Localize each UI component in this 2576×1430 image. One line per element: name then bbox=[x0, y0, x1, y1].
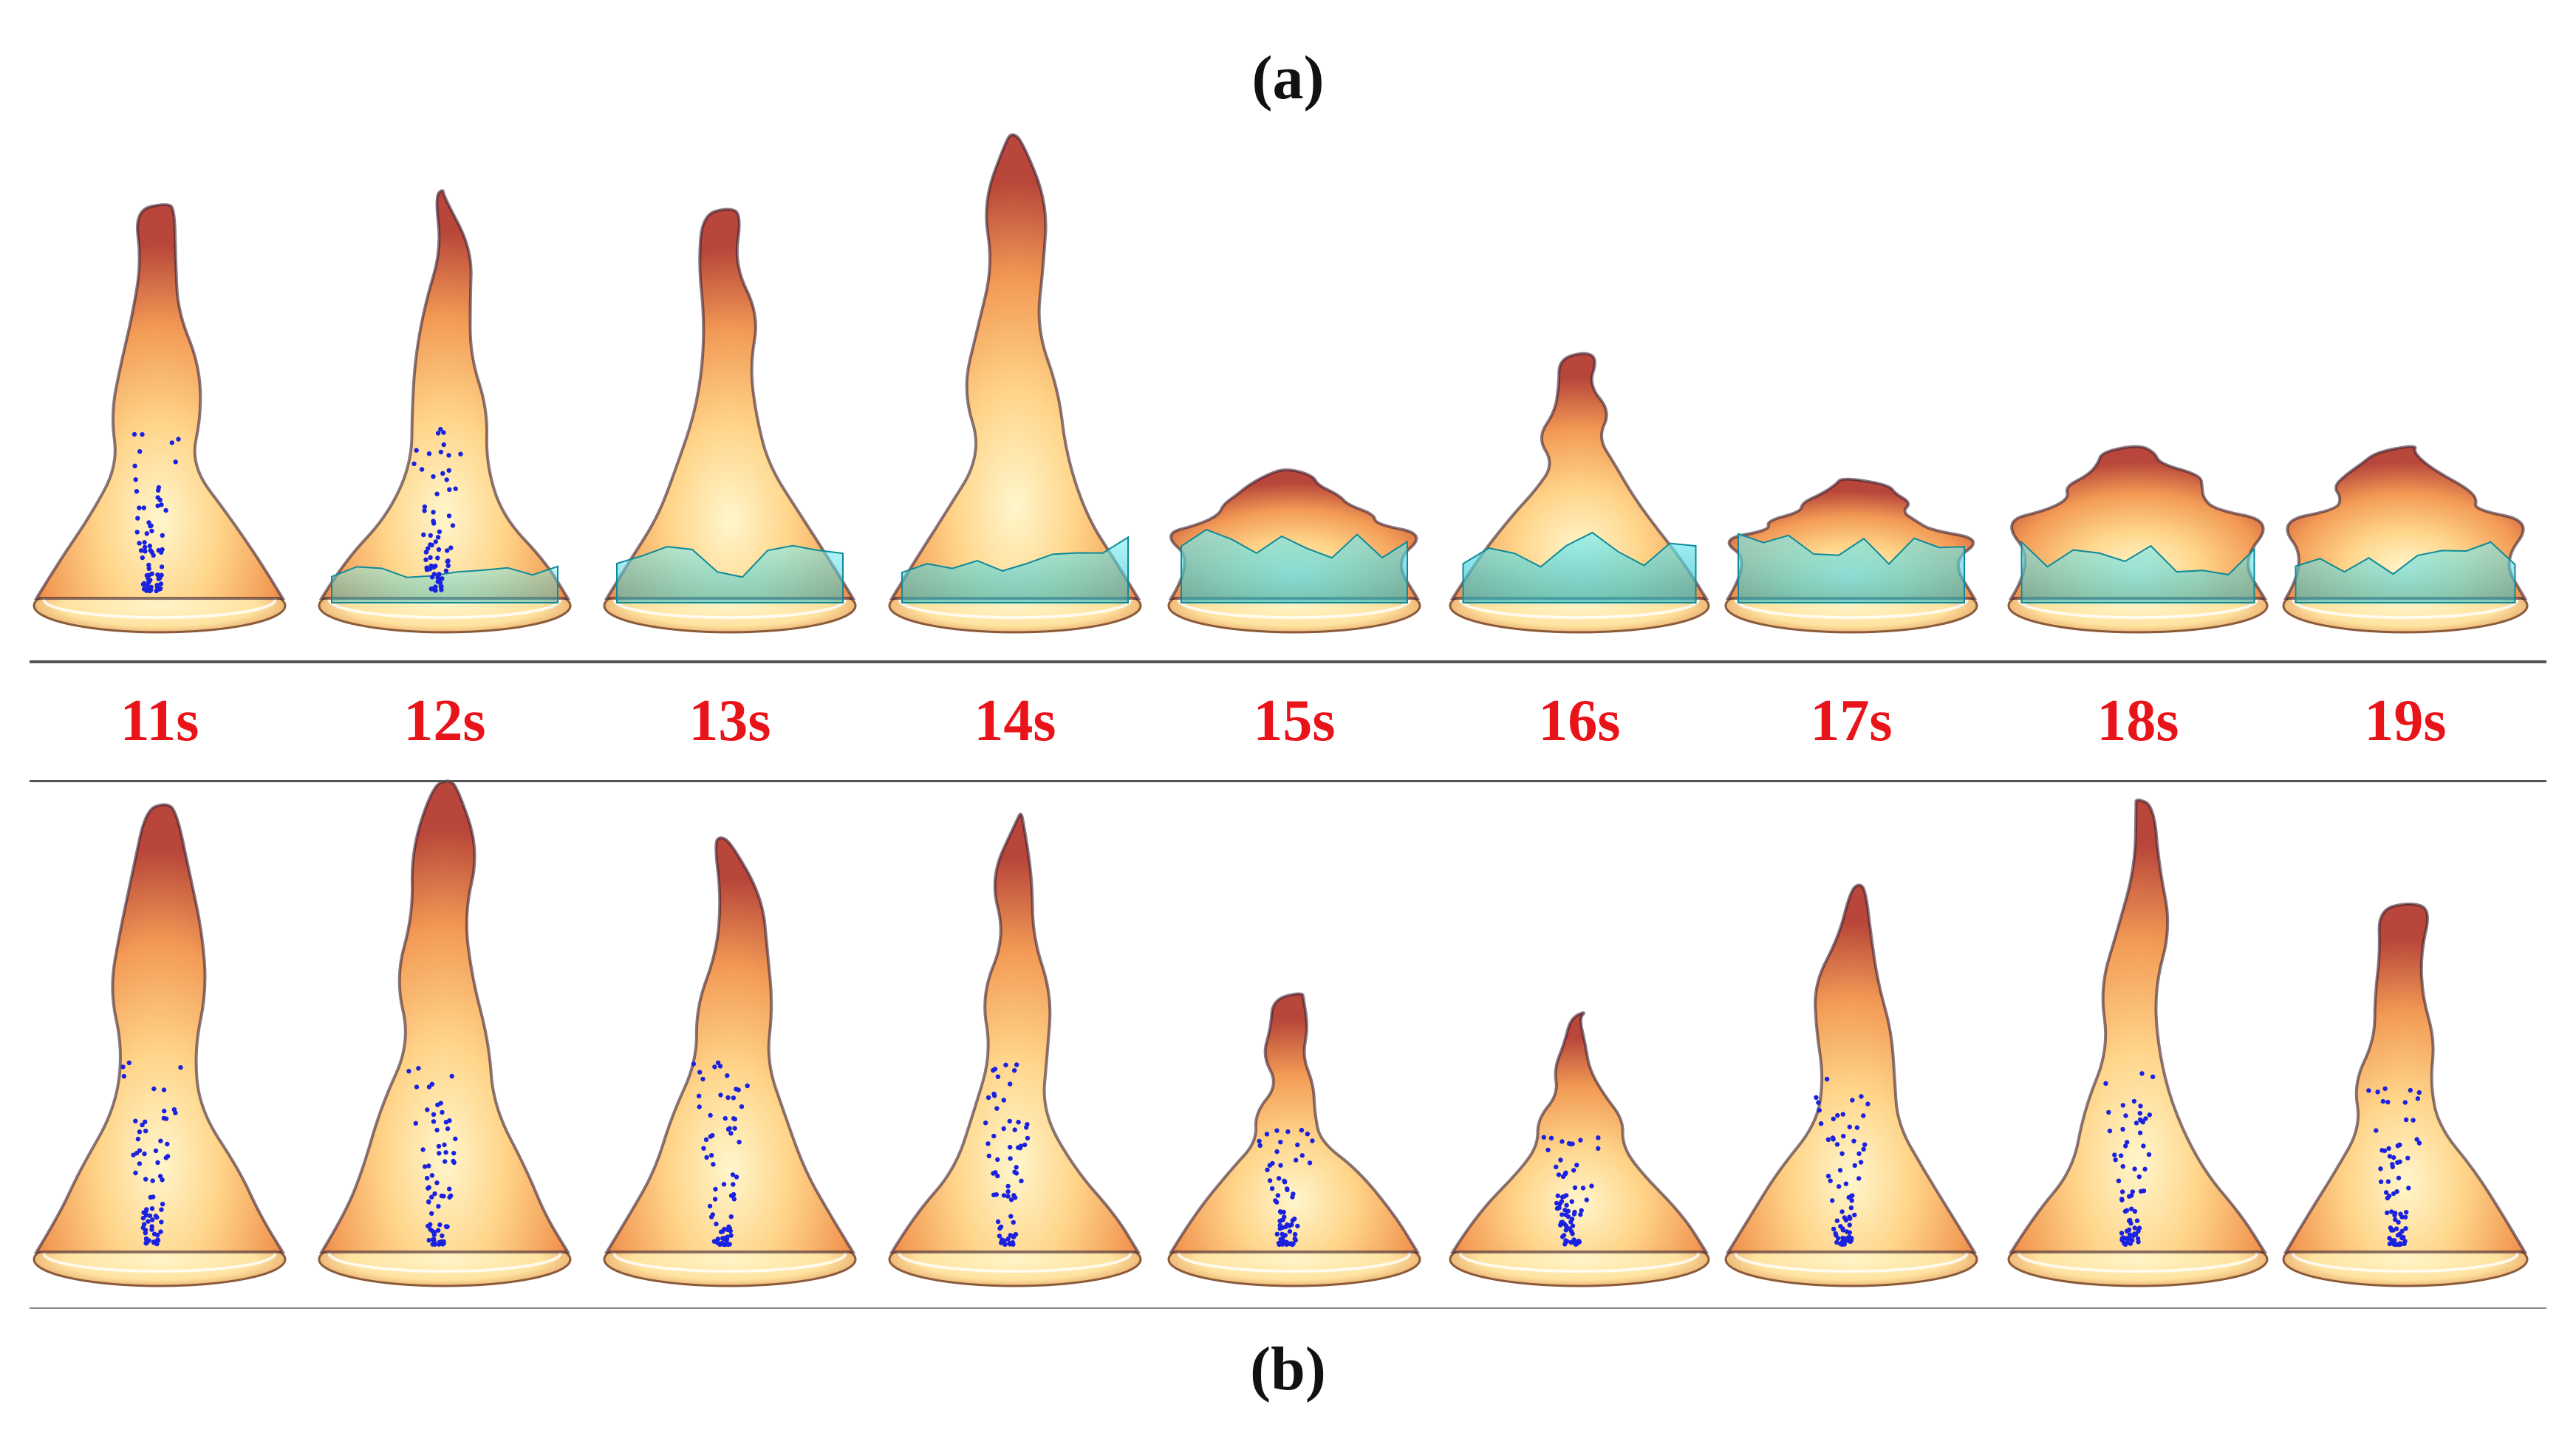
water-mist bbox=[616, 544, 844, 603]
bottom-divider bbox=[30, 1307, 2546, 1309]
flame-snapshot-bottom-2 bbox=[603, 836, 857, 1287]
middle-divider bbox=[30, 780, 2546, 782]
time-label-8: 19s bbox=[2364, 688, 2447, 753]
flame-snapshot-bottom-7 bbox=[2007, 798, 2269, 1287]
water-mist bbox=[1181, 528, 1408, 603]
water-mist bbox=[1462, 531, 1697, 603]
flame-snapshot-top-8 bbox=[2282, 445, 2529, 634]
flame bbox=[1725, 883, 1978, 1253]
flame-snapshot-bottom-4 bbox=[1167, 992, 1421, 1287]
time-label-0: 11s bbox=[120, 688, 199, 753]
flame-snapshot-top-1 bbox=[318, 189, 572, 634]
flame-snapshot-top-2 bbox=[603, 208, 857, 634]
water-mist bbox=[901, 536, 1129, 603]
flame bbox=[33, 803, 286, 1253]
flame-snapshot-bottom-3 bbox=[888, 812, 1142, 1287]
flame bbox=[604, 208, 856, 600]
droplet-particles bbox=[2103, 1071, 2156, 1248]
flame-snapshot-top-7 bbox=[2007, 445, 2269, 634]
panel-a-caption: (a) bbox=[1251, 44, 1325, 112]
flame bbox=[318, 189, 571, 600]
droplet-particles bbox=[2366, 1086, 2422, 1248]
time-label-2: 13s bbox=[689, 688, 771, 753]
flame bbox=[889, 812, 1141, 1253]
flame bbox=[33, 203, 286, 600]
flame bbox=[1449, 352, 1709, 600]
flame-snapshot-top-5 bbox=[1449, 352, 1710, 634]
top-divider bbox=[30, 660, 2546, 663]
water-mist bbox=[2020, 540, 2255, 603]
time-label-4: 15s bbox=[1253, 688, 1336, 753]
water-mist bbox=[2295, 541, 2516, 603]
droplet-particles bbox=[983, 1062, 1031, 1248]
time-label-7: 18s bbox=[2097, 688, 2179, 753]
droplet-particles bbox=[1541, 1135, 1601, 1247]
flame-snapshot-bottom-1 bbox=[318, 779, 572, 1287]
droplet-particles bbox=[1814, 1076, 1870, 1248]
water-mist bbox=[1738, 533, 1965, 603]
flame bbox=[1449, 1011, 1709, 1253]
time-label-3: 14s bbox=[974, 688, 1056, 753]
flame-snapshot-bottom-8 bbox=[2282, 902, 2529, 1287]
time-label-1: 12s bbox=[403, 688, 486, 753]
flame-snapshot-bottom-0 bbox=[33, 803, 287, 1287]
flame bbox=[889, 133, 1141, 600]
flame bbox=[604, 836, 856, 1253]
flame-snapshot-top-0 bbox=[33, 203, 287, 634]
flame bbox=[318, 779, 571, 1253]
flame bbox=[2283, 902, 2528, 1253]
time-label-5: 16s bbox=[1538, 688, 1621, 753]
droplet-particles bbox=[131, 431, 181, 594]
panel-b-caption: (b) bbox=[1250, 1335, 1326, 1403]
flame-snapshot-bottom-5 bbox=[1449, 1011, 1710, 1287]
flame bbox=[1168, 992, 1421, 1253]
droplet-particles bbox=[1257, 1127, 1315, 1248]
flame bbox=[2008, 798, 2268, 1253]
flame-snapshot-top-3 bbox=[888, 133, 1142, 634]
water-mist bbox=[331, 565, 558, 603]
time-label-6: 17s bbox=[1810, 688, 1893, 753]
droplet-particles bbox=[411, 427, 463, 593]
droplet-particles bbox=[406, 1066, 458, 1247]
flame-snapshot-top-6 bbox=[1724, 477, 1978, 634]
droplet-particles bbox=[120, 1060, 183, 1247]
flame-snapshot-bottom-6 bbox=[1724, 883, 1978, 1287]
flame-snapshot-top-4 bbox=[1167, 468, 1421, 634]
droplet-particles bbox=[691, 1060, 750, 1248]
